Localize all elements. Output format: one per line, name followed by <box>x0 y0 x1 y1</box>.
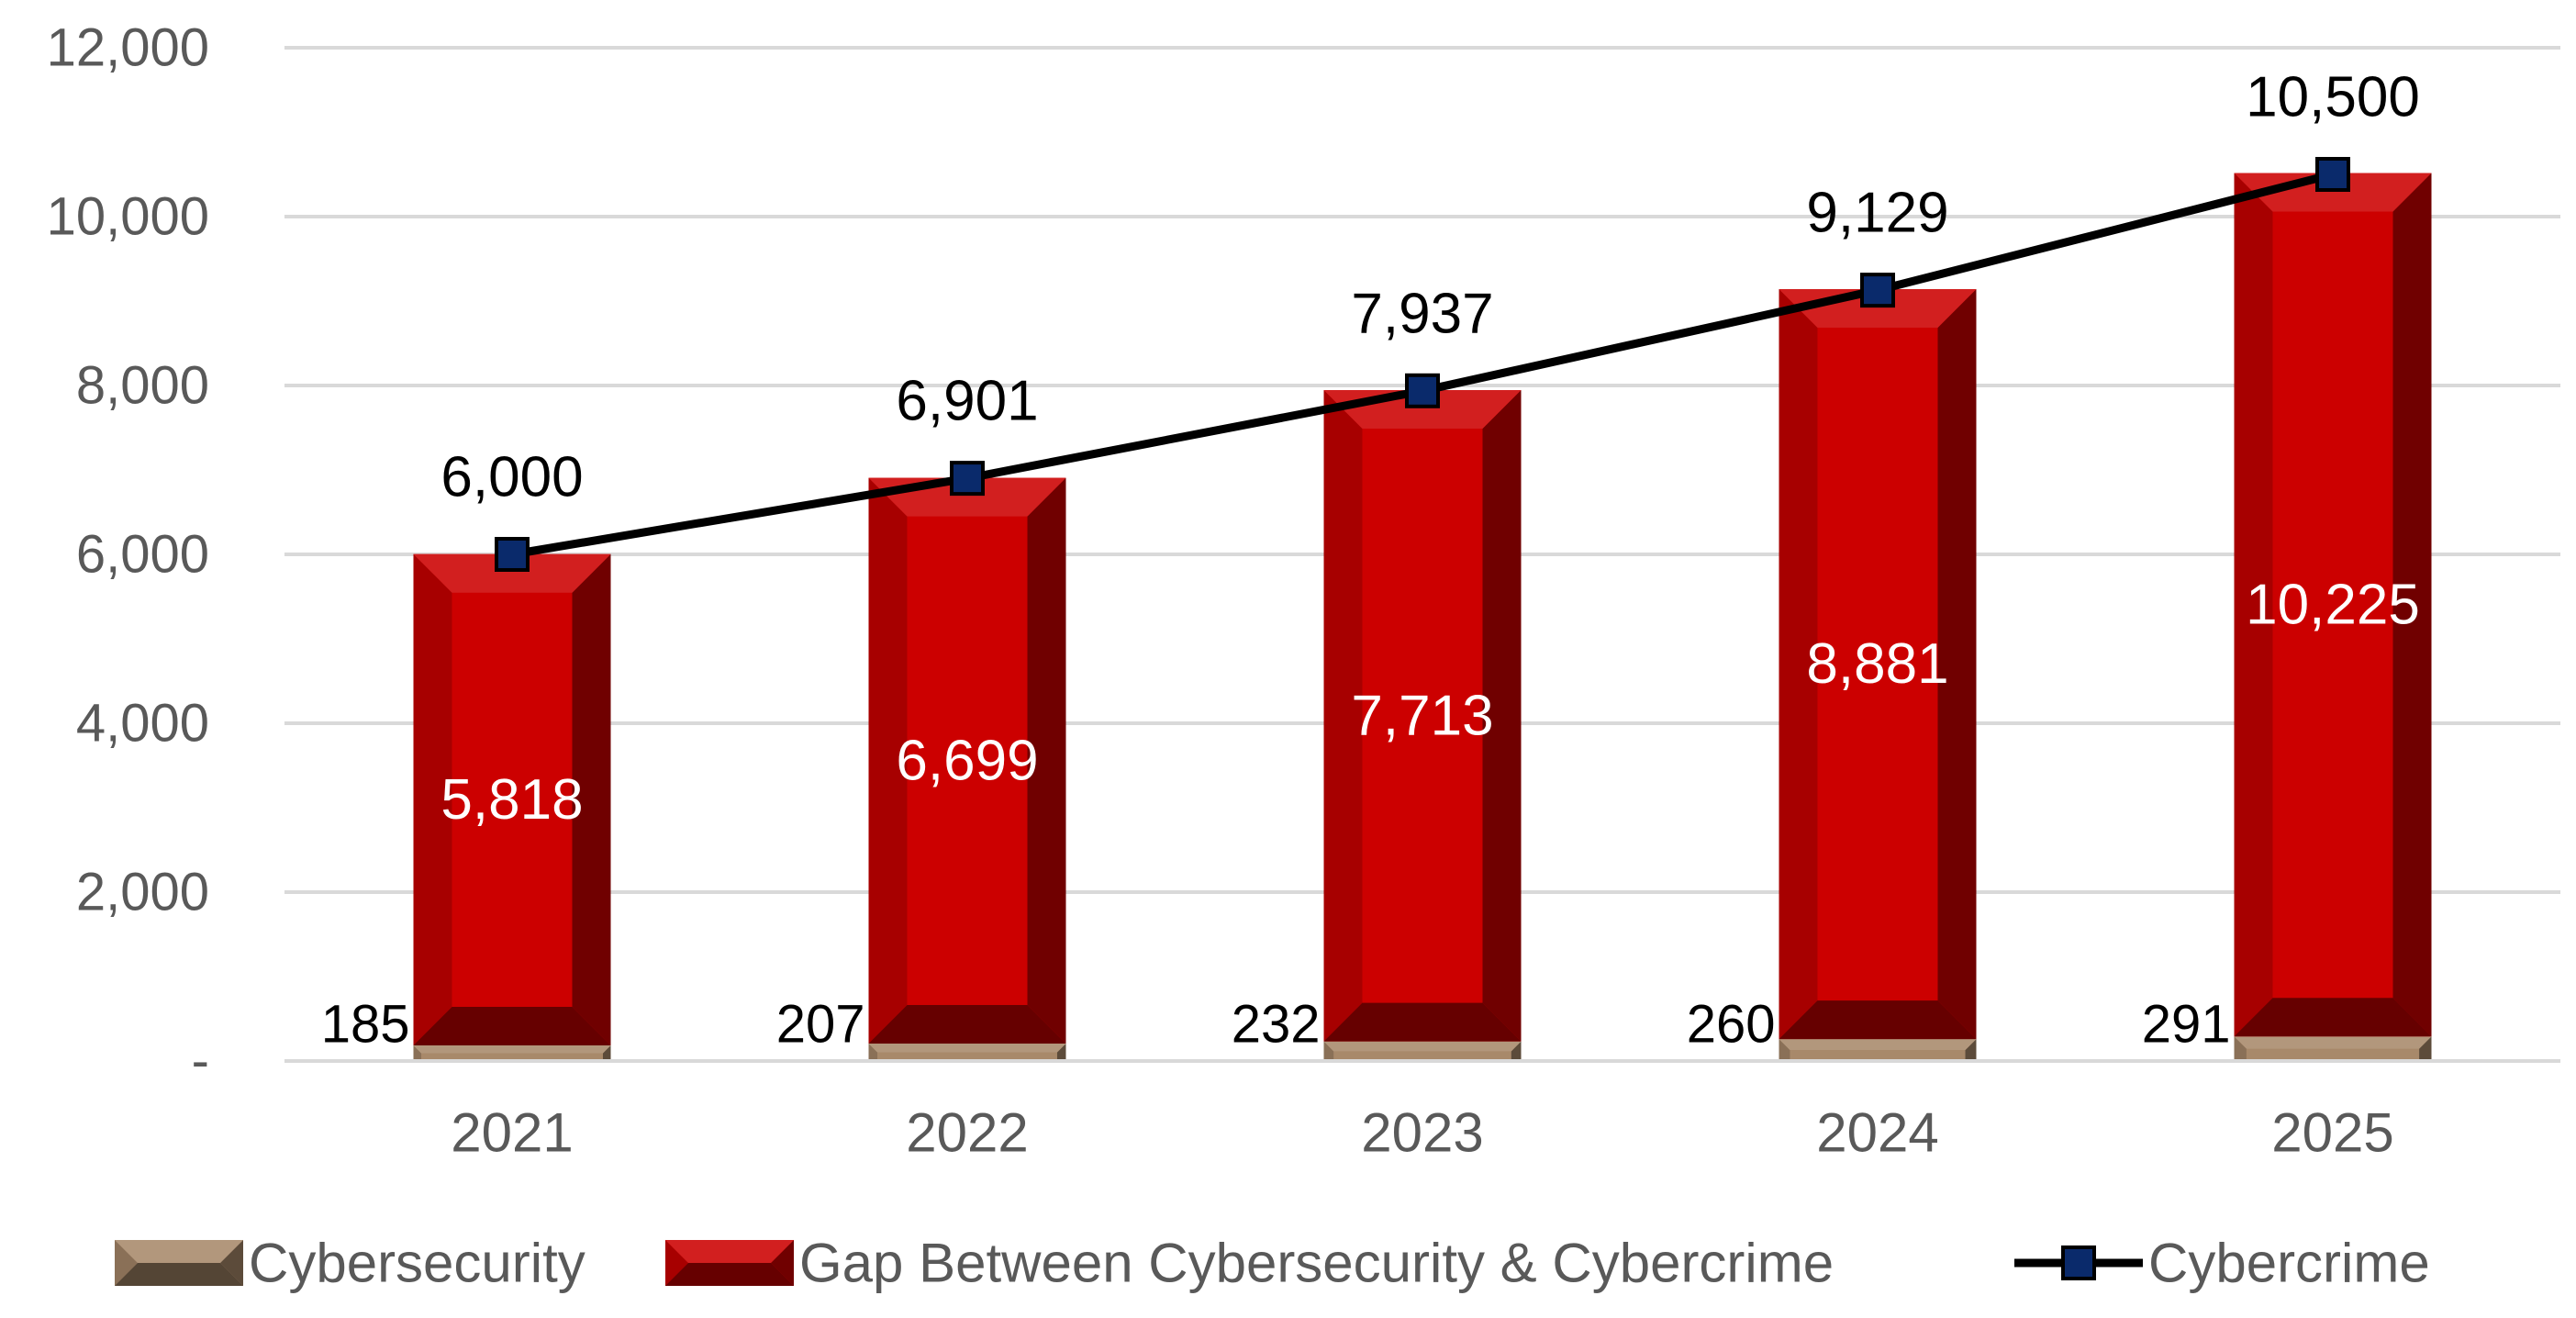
legend-gap-swatch-top-bevel <box>665 1240 794 1263</box>
cybercrime-value-label: 6,000 <box>440 446 583 509</box>
gap-value-label: 8,881 <box>1806 632 1948 696</box>
cybercrime-value-label: 7,937 <box>1351 282 1493 345</box>
y-tick-label: - <box>192 1032 209 1091</box>
gap-bar-right-bevel <box>1482 390 1522 1042</box>
gap-bar-right-bevel <box>572 553 611 1045</box>
gap-bar <box>1779 289 1977 1040</box>
legend-cybersecurity-swatch-left-bevel <box>115 1240 138 1286</box>
y-tick-label: 6,000 <box>76 525 209 585</box>
gap-bar-left-bevel <box>2234 173 2273 1037</box>
y-tick-label: 2,000 <box>76 863 209 922</box>
cybersecurity-bar-left-bevel <box>1779 1039 1790 1061</box>
gap-value-label: 7,713 <box>1351 684 1493 747</box>
gap-value-label: 6,699 <box>896 729 1038 792</box>
y-tick-label: 10,000 <box>47 187 209 247</box>
legend[interactable]: Cybersecurity Gap Between Cybersecurity &… <box>115 1233 2430 1294</box>
legend-gap-swatch <box>665 1240 794 1286</box>
x-tick-label: 2022 <box>906 1102 1028 1164</box>
bars <box>413 173 2432 1061</box>
cybersecurity-bar-top-bevel <box>1779 1039 1977 1051</box>
x-tick-label: 2025 <box>2271 1102 2393 1164</box>
gap-value-label: 5,818 <box>440 768 583 832</box>
gap-bar <box>1323 390 1522 1042</box>
gap-bar-bottom-bevel <box>868 1004 1066 1044</box>
legend-cybersecurity-label: Cybersecurity <box>249 1233 585 1294</box>
x-tick-label: 2023 <box>1361 1102 1483 1164</box>
gap-bar-bottom-bevel <box>2234 998 2432 1037</box>
gap-bar-bottom-bevel <box>1323 1002 1522 1042</box>
cybersecurity-bar <box>1779 1039 1977 1061</box>
cybersecurity-value-label: 260 <box>1687 995 1776 1055</box>
cybersecurity-bar <box>413 1044 611 1061</box>
cybercrime-line <box>495 157 2350 572</box>
legend-cybercrime-swatch-marker <box>2061 1245 2096 1280</box>
gap-bar-right-bevel <box>1937 289 1977 1040</box>
cybercrime-point <box>2315 157 2350 192</box>
cybercrime-point <box>1405 373 1440 408</box>
legend-gap-swatch-right-bevel <box>771 1240 794 1286</box>
legend-cybersecurity[interactable]: Cybersecurity <box>115 1233 585 1294</box>
cybersecurity-bar-left-bevel <box>868 1043 878 1061</box>
cybersecurity-value-label: 291 <box>2142 995 2231 1055</box>
y-tick-label: 12,000 <box>47 18 209 78</box>
legend-gap-label: Gap Between Cybersecurity & Cybercrime <box>799 1233 1834 1294</box>
gap-value-label: 10,225 <box>2246 573 2420 636</box>
cybersecurity-bar <box>2234 1036 2432 1061</box>
cybersecurity-bar-top-bevel <box>2234 1036 2432 1049</box>
gap-bar <box>413 553 611 1045</box>
x-tick-label: 2024 <box>1816 1102 1938 1164</box>
legend-cybersecurity-swatch-top-bevel <box>115 1240 243 1263</box>
legend-gap[interactable]: Gap Between Cybersecurity & Cybercrime <box>665 1233 1834 1294</box>
cybersecurity-bar-right-bevel <box>1056 1043 1066 1061</box>
cybersecurity-bar <box>1323 1041 1522 1061</box>
gap-bar-top-bevel <box>413 553 611 593</box>
cybersecurity-value-label: 232 <box>1232 995 1321 1055</box>
cybersecurity-value-label: 185 <box>321 995 410 1055</box>
gap-bar-left-bevel <box>413 553 452 1045</box>
cybercrime-point <box>495 537 530 572</box>
gap-bar-right-bevel <box>1027 477 1066 1044</box>
x-axis: 2021 2022 2023 2024 2025 <box>284 1059 2560 1164</box>
gap-bar <box>2234 173 2432 1037</box>
gap-bar-left-bevel <box>1779 289 1818 1040</box>
cybercrime-point <box>950 461 985 497</box>
legend-cybercrime-label: Cybercrime <box>2148 1233 2430 1294</box>
gap-bar-left-bevel <box>868 477 908 1044</box>
cybersecurity-bar <box>868 1043 1066 1061</box>
gap-bar-left-bevel <box>1323 390 1363 1042</box>
gap-bar-bottom-bevel <box>1779 1000 1977 1040</box>
cybercrime-value-label: 9,129 <box>1806 182 1948 245</box>
x-tick-label: 2021 <box>451 1102 573 1164</box>
cybersecurity-bar-right-bevel <box>2419 1036 2432 1061</box>
gap-bar <box>868 477 1066 1044</box>
legend-cybersecurity-swatch <box>115 1240 243 1286</box>
cybersecurity-bar-left-bevel <box>1323 1041 1334 1061</box>
gap-bar-right-bevel <box>2392 173 2432 1037</box>
cybersecurity-bar-right-bevel <box>602 1044 611 1061</box>
cybersecurity-bar-left-bevel <box>2234 1036 2247 1061</box>
cybersecurity-bar-left-bevel <box>413 1044 422 1061</box>
legend-cybersecurity-swatch-bottom-bevel <box>115 1263 243 1286</box>
y-tick-label: 8,000 <box>76 356 209 416</box>
cybercrime-point <box>1860 273 1895 308</box>
cybersecurity-bar-right-bevel <box>1965 1039 1977 1061</box>
gap-bar-bottom-bevel <box>413 1006 611 1045</box>
cybersecurity-bar-top-bevel <box>868 1043 1066 1053</box>
cybercrime-value-label: 6,901 <box>896 370 1038 433</box>
legend-cybercrime[interactable]: Cybercrime <box>2014 1233 2430 1294</box>
cybersecurity-bar-top-bevel <box>1323 1041 1522 1052</box>
cybersecurity-bar-right-bevel <box>1511 1041 1522 1061</box>
legend-gap-swatch-bottom-bevel <box>665 1263 794 1286</box>
cybercrime-value-label: 10,500 <box>2246 66 2420 129</box>
cybersecurity-bar-top-bevel <box>413 1044 611 1054</box>
y-axis: - 2,000 4,000 6,000 8,000 10,000 12,000 <box>47 18 209 1091</box>
legend-cybersecurity-swatch-right-bevel <box>220 1240 243 1286</box>
legend-gap-swatch-left-bevel <box>665 1240 688 1286</box>
data-labels: 185 5,818 6,000 207 6,699 6,901 232 7,713 7,937 2… <box>321 66 2420 1055</box>
cybersecurity-value-label: 207 <box>776 995 865 1055</box>
y-tick-label: 4,000 <box>76 694 209 754</box>
